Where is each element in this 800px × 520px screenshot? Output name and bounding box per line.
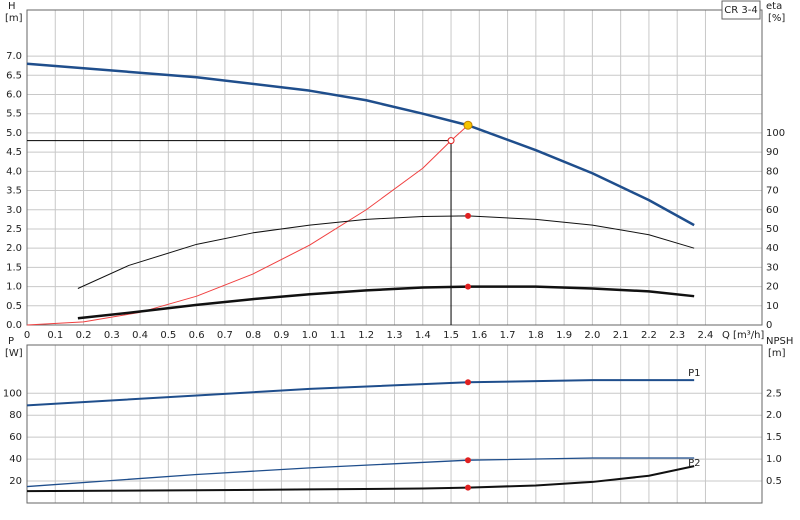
y2-axis-label: NPSH: [766, 336, 793, 347]
x-tick-label: 2.4: [698, 330, 714, 341]
y2-tick-label: 20: [766, 282, 779, 293]
y2-tick-label: 1.5: [766, 432, 782, 443]
operating-point: [463, 120, 473, 130]
y-tick-label: 20: [9, 476, 22, 487]
y2-tick-label: 40: [766, 243, 779, 254]
y2-tick-label: 10: [766, 301, 779, 312]
y2-tick-label: 80: [766, 166, 779, 177]
y-tick-label: 80: [9, 410, 22, 421]
y-tick-label: 100: [3, 388, 22, 399]
y-tick-label: 6.0: [6, 90, 22, 101]
curve: [26, 379, 695, 407]
curve: [26, 62, 695, 227]
y-tick-label: 0.0: [6, 320, 22, 331]
y-tick-label: 6.5: [6, 70, 22, 81]
x-tick-label: 2.3: [669, 330, 685, 341]
x-tick-label: 0.7: [217, 330, 233, 341]
y-tick-label: 3.5: [6, 186, 22, 197]
y2-tick-label: 60: [766, 205, 779, 216]
plot-frame: [26, 344, 763, 504]
y-tick-label: 4.0: [6, 166, 22, 177]
y2-tick-label: 50: [766, 224, 779, 235]
curve: [26, 457, 695, 488]
y2-tick-label: 30: [766, 262, 779, 273]
y-tick-label: 7.0: [6, 51, 22, 62]
x-tick-label: 1.6: [471, 330, 487, 341]
y2-tick-label: 90: [766, 147, 779, 158]
operating-point: [465, 457, 471, 464]
x-tick-label: 2.0: [584, 330, 600, 341]
y-axis-label: P: [8, 336, 14, 347]
y2-axis-label: eta: [766, 1, 782, 12]
series-label: P1: [688, 368, 700, 379]
x-tick-label: 0.2: [76, 330, 92, 341]
x-tick-label: 1.8: [528, 330, 544, 341]
duty-point: [447, 137, 455, 145]
x-tick-label: 1.7: [500, 330, 516, 341]
operating-point: [465, 212, 471, 219]
y-axis-label: H: [8, 1, 16, 12]
x-axis-label: Q [m³/h]: [722, 330, 764, 341]
x-tick-label: 1.5: [443, 330, 459, 341]
y-tick-label: 5.5: [6, 109, 22, 120]
y2-tick-label: 2.0: [766, 410, 782, 421]
x-tick-label: 0.4: [132, 330, 148, 341]
x-tick-label: 0.6: [189, 330, 205, 341]
y-tick-label: 60: [9, 432, 22, 443]
y-tick-label: 4.5: [6, 147, 22, 158]
operating-point: [465, 379, 471, 386]
y2-tick-label: 0: [766, 320, 772, 331]
operating-point: [465, 484, 471, 491]
y-tick-label: 1.5: [6, 262, 22, 273]
x-tick-label: 0.9: [273, 330, 289, 341]
y-tick-label: 40: [9, 454, 22, 465]
y-axis-unit: [m]: [5, 13, 23, 24]
y2-tick-label: 0.5: [766, 476, 782, 487]
y2-tick-label: 70: [766, 186, 779, 197]
series-label: P2: [688, 458, 700, 469]
x-tick-label: 1.3: [387, 330, 403, 341]
title-box: [721, 0, 761, 20]
x-tick-label: 0.8: [245, 330, 261, 341]
y2-tick-label: 1.0: [766, 454, 782, 465]
curve: [77, 215, 695, 289]
x-tick-label: 0.5: [160, 330, 176, 341]
x-tick-label: 0: [24, 330, 30, 341]
y-tick-label: 2.0: [6, 243, 22, 254]
y-tick-label: 2.5: [6, 224, 22, 235]
curve: [26, 124, 469, 326]
y2-axis-unit: [%]: [768, 13, 785, 24]
plot-frame: [26, 9, 763, 326]
x-tick-label: 1.0: [302, 330, 318, 341]
y2-axis-unit: [m]: [768, 348, 786, 359]
curve: [26, 465, 695, 493]
y-tick-label: 3.0: [6, 205, 22, 216]
x-tick-label: 2.1: [613, 330, 629, 341]
duty-lines: [27, 140, 452, 325]
x-tick-label: 0.3: [104, 330, 120, 341]
y-tick-label: 5.0: [6, 128, 22, 139]
x-tick-label: 1.4: [415, 330, 431, 341]
x-tick-label: 1.9: [556, 330, 572, 341]
x-tick-label: 0.1: [47, 330, 63, 341]
x-tick-label: 2.2: [641, 330, 657, 341]
x-tick-label: 1.2: [358, 330, 374, 341]
y-axis-unit: [W]: [5, 348, 23, 359]
chart-title: CR 3-4: [724, 5, 757, 16]
y2-tick-label: 2.5: [766, 388, 782, 399]
x-tick-label: 1.1: [330, 330, 346, 341]
y-tick-label: 1.0: [6, 282, 22, 293]
curve: [77, 285, 695, 320]
y2-tick-label: 100: [766, 128, 785, 139]
operating-point: [465, 283, 471, 290]
y-tick-label: 0.5: [6, 301, 22, 312]
